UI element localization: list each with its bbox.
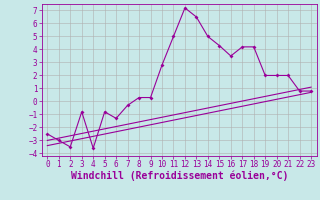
X-axis label: Windchill (Refroidissement éolien,°C): Windchill (Refroidissement éolien,°C) [70,171,288,181]
